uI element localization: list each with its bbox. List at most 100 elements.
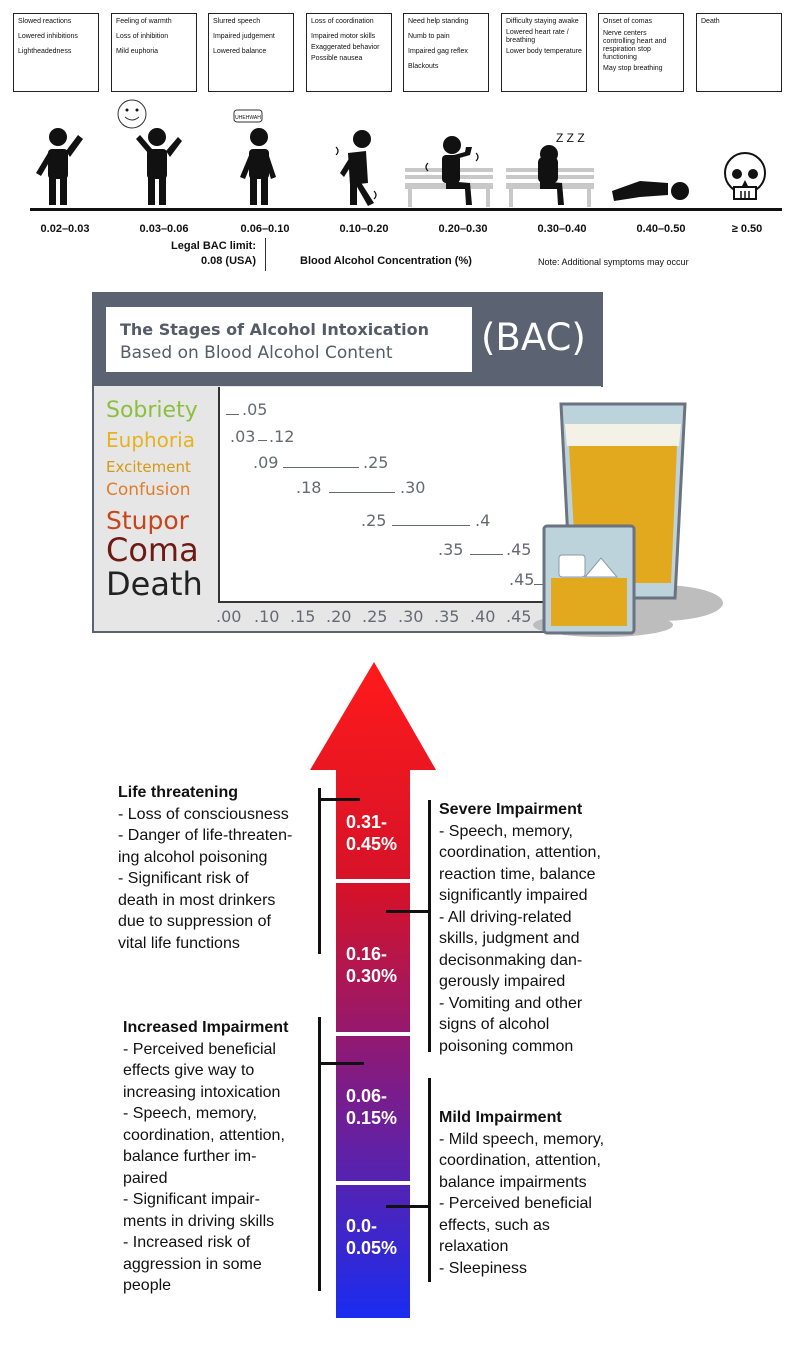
symptom-text: Impaired motor skills <box>311 33 376 40</box>
text-line: relaxation <box>439 1238 509 1255</box>
range-start-label: .09 <box>253 453 279 472</box>
stage-name-stupor: Stupor <box>106 506 189 535</box>
stage-box-1: Slowed reactions Lowered inhibitions Lig… <box>13 13 99 92</box>
text-line: - All driving-related <box>439 908 572 926</box>
range-end-label: .05 <box>242 400 268 419</box>
text-line: - Significant risk of <box>118 870 249 887</box>
text-line: - Sleepiness <box>439 1259 528 1277</box>
text-line: balance impairments <box>439 1173 587 1191</box>
bac-scale-line <box>30 208 782 211</box>
legal-limit-marker <box>265 238 266 271</box>
arrow-divider <box>336 1181 410 1185</box>
panel-title: The Stages of Alcohol Intoxication <box>120 320 429 339</box>
text-line: ments in driving skills <box>123 1212 275 1230</box>
text-line: death in most drinkers <box>118 891 276 909</box>
arrow-divider <box>336 1032 410 1036</box>
arrow-block-range: 0.45% <box>346 834 398 854</box>
range-start-label: .45 <box>509 570 535 589</box>
range-bar-confusion <box>329 492 395 493</box>
text-line: gerously impaired <box>439 973 566 990</box>
text-line: reaction time, balance <box>439 865 596 883</box>
text-line: - Vomiting and other <box>439 994 583 1012</box>
range-label: 0.40–0.50 <box>636 223 686 235</box>
figure-uncoordinated-icon <box>335 130 377 206</box>
bracket-mild <box>428 1078 431 1282</box>
symptom-text: Lowered balance <box>213 48 267 55</box>
legal-limit-label: Legal BAC limit: 0.08 (USA) <box>148 239 256 269</box>
text-line: significantly impaired <box>439 887 588 904</box>
legal-limit-line2: 0.08 (USA) <box>200 255 256 267</box>
stage-box-2: Feeling of warmth Loss of inhibition Mil… <box>111 13 197 92</box>
arrow-block-label: 0.16- 0.30% <box>346 943 397 987</box>
panel-header: The Stages of Alcohol Intoxication Based… <box>94 294 601 386</box>
symptom-text: Need help standing <box>408 18 469 25</box>
symptom-text: Slurred speech <box>213 18 261 25</box>
life-threatening-text: Life threatening - Loss of consciousness… <box>118 782 318 954</box>
panel-subtitle: Based on Blood Alcohol Content <box>120 343 393 363</box>
range-bar-excitement <box>283 467 359 468</box>
bac-tag: (BAC) <box>481 316 586 359</box>
range-label: 0.03–0.06 <box>139 223 189 235</box>
x-tick: .10 <box>254 607 280 626</box>
beer-glass-icon <box>533 402 723 637</box>
range-label: 0.02–0.03 <box>40 223 90 235</box>
stage-box-5: Need help standing Numb to pain Impaired… <box>403 13 489 92</box>
range-label: 0.30–0.40 <box>537 223 587 235</box>
text-line: - Speech, memory, <box>439 822 573 840</box>
range-label: ≥ 0.50 <box>731 223 763 235</box>
range-bar-euphoria <box>258 440 267 441</box>
text-line: effects, such as <box>439 1216 550 1234</box>
x-tick: .15 <box>290 607 316 626</box>
text-line: due to suppression of <box>118 913 271 930</box>
range-end-label: .45 <box>506 540 532 559</box>
stage-name-confusion: Confusion <box>106 480 191 500</box>
symptom-text: Blackouts <box>408 63 439 70</box>
symptom-text: Exaggerated behavior <box>311 44 380 51</box>
arrow-block-label: 0.0- 0.05% <box>346 1215 397 1259</box>
text-line: effects give way to <box>123 1062 255 1079</box>
symptom-text: Impaired gag reflex <box>408 48 468 55</box>
arrow-block-range: 0.15% <box>346 1108 398 1128</box>
stage-name-euphoria: Euphoria <box>106 428 195 452</box>
arrow-block-range: 0.31- <box>346 812 388 832</box>
x-tick: .45 <box>506 607 532 626</box>
text-line: aggression in some <box>123 1255 262 1273</box>
bracket-increased <box>318 1017 321 1291</box>
arrow-block-label: 0.06- 0.15% <box>346 1085 397 1129</box>
x-tick: .35 <box>434 607 460 626</box>
figure-sober-icon <box>36 128 83 205</box>
symptom-text: Nerve centers controlling heart and resp… <box>603 30 667 61</box>
range-start-label: .35 <box>438 540 464 559</box>
arrow-block-range: 0.16- <box>346 944 388 964</box>
symptom-text: Loss of coordination <box>311 18 374 25</box>
range-end-label: .30 <box>400 478 426 497</box>
symptom-text: Loss of inhibition <box>116 33 169 40</box>
text-line: signs of alcohol <box>439 1016 550 1033</box>
symptom-text: Impaired judgement <box>213 33 275 40</box>
arrow-divider <box>336 879 410 883</box>
arrow-block-label: 0.31- 0.45% <box>346 811 397 855</box>
range-start-label: .25 <box>361 511 387 530</box>
symptom-text: Lightheadedness <box>18 48 72 55</box>
range-start-label: .18 <box>296 478 322 497</box>
symptom-text: Mild euphoria <box>116 48 159 55</box>
bac-arrow <box>310 662 436 1318</box>
section-heading: Life threatening <box>118 784 239 801</box>
text-line: skills, judgment and <box>439 930 580 947</box>
arrow-block-range: 0.30% <box>346 966 398 986</box>
arrow-block-range: 0.06- <box>346 1086 388 1106</box>
range-end-label: .12 <box>269 427 295 446</box>
arrow-block-range: 0.05% <box>346 1238 398 1258</box>
range-label: 0.20–0.30 <box>438 223 488 235</box>
symptom-text: Death <box>701 18 720 25</box>
text-line: ing alcohol poisoning <box>118 848 268 866</box>
stage-box-4: Loss of coordination Impaired motor skil… <box>306 13 392 92</box>
figure-helped-icon <box>425 136 479 205</box>
bracket-connector <box>318 798 360 801</box>
text-line: balance further im- <box>123 1148 257 1165</box>
bracket-connector <box>386 1205 431 1208</box>
figure-slurred-icon: UHEHWAH <box>233 109 276 205</box>
stage-name-excitement: Excitement <box>106 458 191 476</box>
text-line: decisonmaking dan- <box>439 951 583 969</box>
stage-range-chart: .05 .03 .12 .09 .25 .18 .30 .25 .4 .35 .… <box>218 387 603 603</box>
